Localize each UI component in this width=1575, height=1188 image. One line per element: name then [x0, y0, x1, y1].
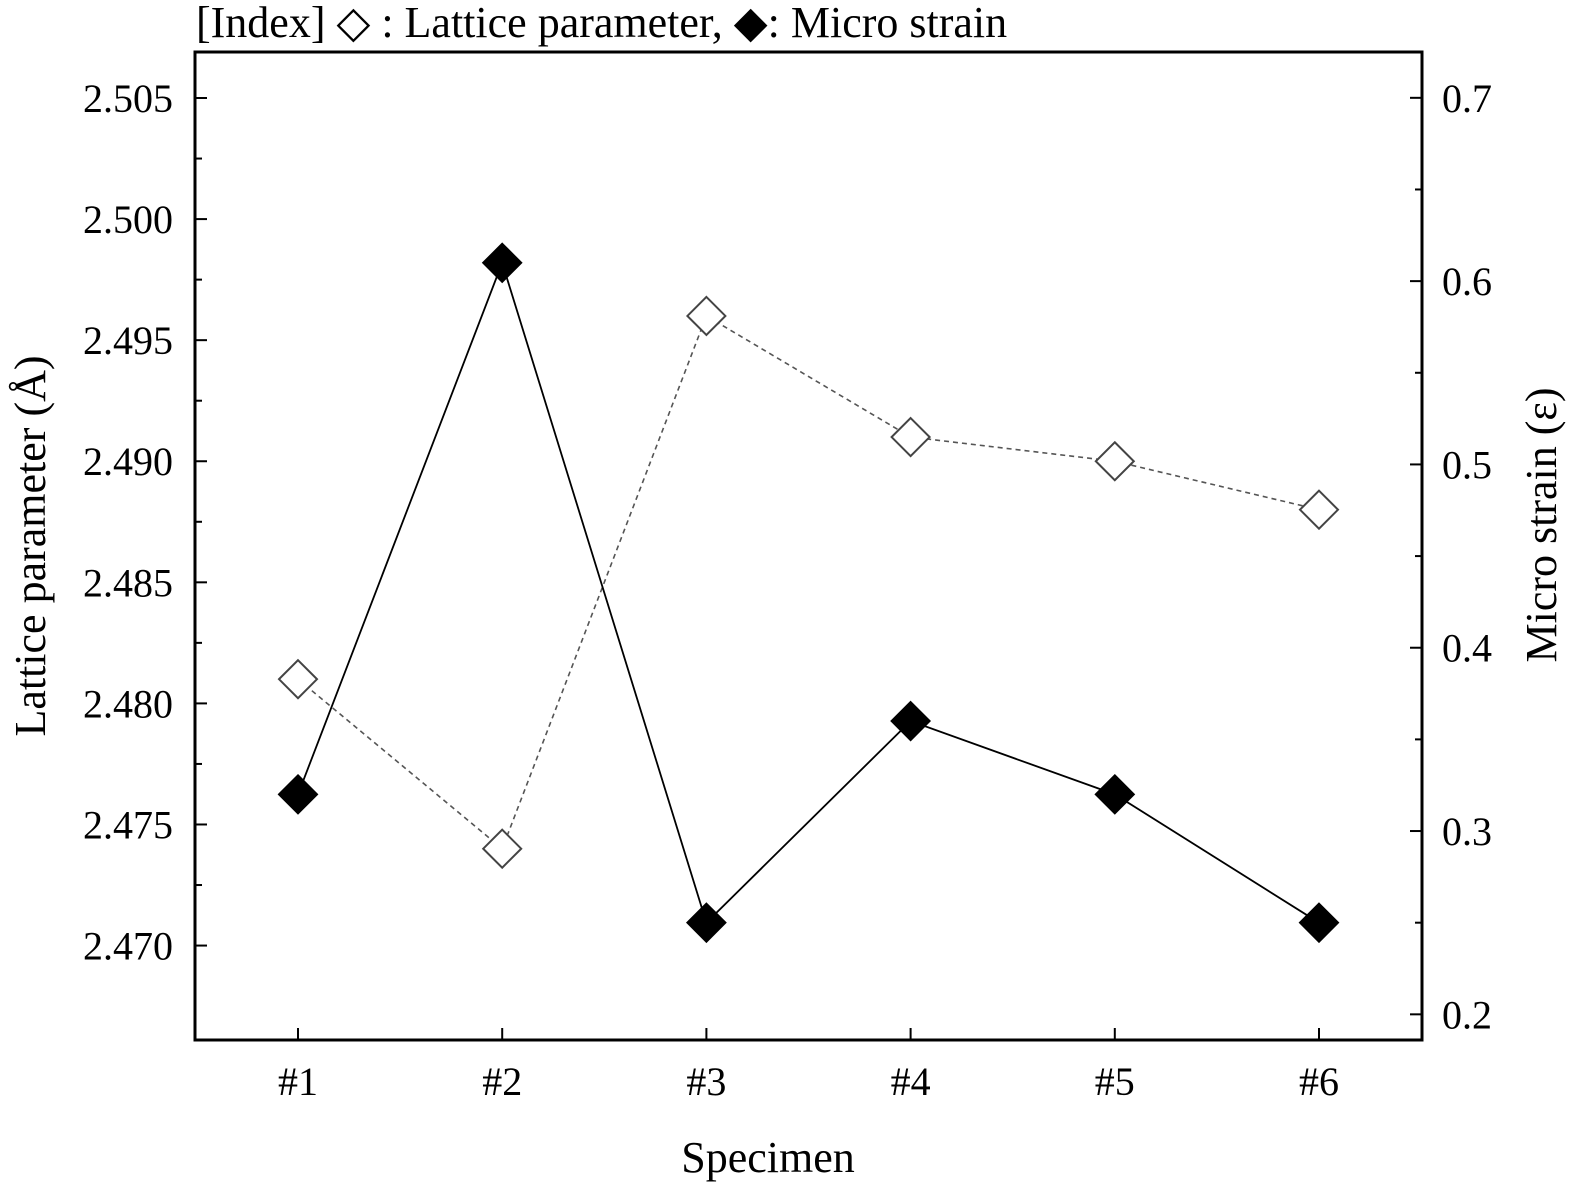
chart-title: [Index] ◇ : Lattice parameter, ◆: Micro …	[196, 0, 1007, 47]
x-tick-label: #5	[1095, 1059, 1135, 1104]
y-tick-label: 2.495	[83, 318, 173, 363]
x-tick-label: #3	[686, 1059, 726, 1104]
y2-axis-label: Micro strain (ε)	[1517, 387, 1566, 662]
plot-frame	[193, 50, 1424, 1042]
y2-tick-label: 0.6	[1442, 259, 1492, 304]
series-lines	[297, 260, 1320, 925]
micro-strain-marker	[1298, 902, 1340, 944]
y2-tick-label: 0.3	[1442, 809, 1492, 854]
y2-tick-label: 0.7	[1442, 76, 1492, 121]
lattice-parameter-marker	[277, 658, 319, 700]
lattice-parameter-line	[297, 314, 1320, 851]
y-tick-label: 2.480	[83, 681, 173, 726]
y-tick-label: 2.505	[83, 76, 173, 121]
x-axis-label: Specimen	[681, 1133, 855, 1182]
y-tick-label: 2.485	[83, 560, 173, 605]
x-tick-label: #1	[278, 1059, 318, 1104]
lattice-parameter-marker	[685, 295, 727, 337]
y-tick-label: 2.475	[83, 802, 173, 847]
left-axis-ticks: 2.470 2.475 2.480 2.485 2.490 2.495 2.500 2.505	[83, 76, 207, 969]
y-tick-label: 2.490	[83, 439, 173, 484]
micro-strain-line	[297, 260, 1320, 925]
micro-strain-marker	[685, 902, 727, 944]
y2-tick-label: 0.5	[1442, 442, 1492, 487]
micro-strain-marker	[481, 242, 523, 284]
micro-strain-marker	[890, 700, 932, 742]
series-markers	[277, 242, 1340, 944]
y-tick-label: 2.500	[83, 197, 173, 242]
x-tick-label: #4	[891, 1059, 931, 1104]
lattice-parameter-marker	[890, 416, 932, 458]
y-tick-label: 2.470	[83, 924, 173, 969]
x-axis-ticks: #1 #2 #3 #4 #5 #6	[278, 1028, 1339, 1104]
x-tick-label: #6	[1299, 1059, 1339, 1104]
lattice-parameter-marker	[481, 828, 523, 870]
x-tick-label: #2	[482, 1059, 522, 1104]
right-axis-ticks: 0.2 0.3 0.4 0.5 0.6 0.7	[1410, 76, 1492, 1037]
y2-tick-label: 0.2	[1442, 992, 1492, 1037]
lattice-parameter-marker	[1298, 489, 1340, 531]
micro-strain-marker	[1094, 773, 1136, 815]
micro-strain-marker	[277, 773, 319, 815]
lattice-parameter-marker	[1094, 440, 1136, 482]
y2-tick-label: 0.4	[1442, 626, 1492, 671]
y-axis-label: Lattice parameter (Å)	[6, 355, 55, 736]
